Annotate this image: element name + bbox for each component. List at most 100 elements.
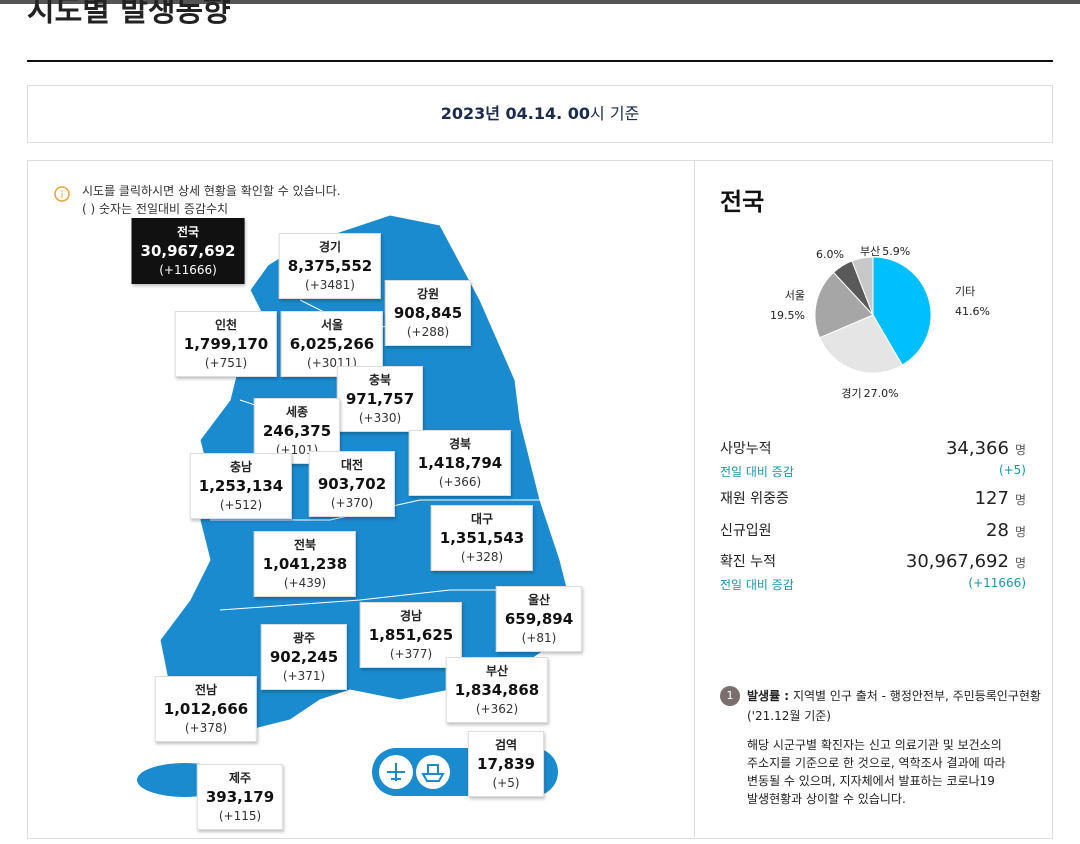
pie-label: 6.0%: [816, 248, 844, 261]
main-panel: [27, 160, 1053, 839]
stat-label: 확진 누적: [720, 554, 776, 570]
ship-icon: [416, 755, 450, 789]
region-name: 울산: [527, 593, 551, 607]
region-box[interactable]: 대전 903,702 (+370): [308, 451, 396, 517]
region-change: (+11666): [159, 263, 217, 277]
stat-row: 사망누적 34,366 명: [720, 438, 1026, 459]
region-name: 경남: [399, 609, 423, 623]
footnote: 발생률 : 지역별 인구 출처 - 행정안전부, 주민등록인구현황 ('21.1…: [747, 686, 1052, 808]
stat-value-wrap: 30,967,692 명: [906, 551, 1026, 572]
region-change: (+439): [283, 576, 327, 590]
region-total: 908,845: [393, 304, 463, 322]
region-name: 인천: [214, 318, 238, 332]
region-name: 충북: [368, 373, 392, 387]
stat-label: 신규입원: [720, 523, 772, 539]
region-total: 902,245: [269, 648, 339, 666]
stat-value-wrap: (+5): [999, 463, 1026, 477]
pie-value-label: 6.0%: [816, 248, 844, 261]
footnote-line: 변동될 수 있으며, 지자체에서 발표하는 코로나19: [747, 774, 995, 788]
stat-unit: 명: [1014, 556, 1026, 570]
region-total: 971,757: [345, 390, 415, 408]
region-change: (+377): [389, 647, 433, 661]
pie-slice: [872, 256, 932, 366]
region-box[interactable]: 강원 908,845 (+288): [384, 280, 472, 346]
region-box[interactable]: 경기 8,375,552 (+3481): [278, 233, 382, 299]
pie-value-label: 41.6%: [955, 305, 990, 318]
region-change: (+362): [475, 702, 519, 716]
date-main: 2023년 04.14. 00: [440, 104, 591, 123]
region-box[interactable]: 대구 1,351,543 (+328): [430, 505, 534, 571]
stat-value: (+11666): [968, 576, 1026, 590]
region-name: 전북: [293, 538, 317, 552]
region-box[interactable]: 제주 393,179 (+115): [196, 764, 284, 830]
info-icon: [54, 186, 70, 202]
stat-value: 127: [974, 488, 1009, 509]
region-name: 세종: [285, 405, 309, 419]
region-box[interactable]: 경북 1,418,794 (+366): [408, 430, 512, 496]
region-total: 1,834,868: [454, 681, 540, 699]
region-name: 서울: [320, 318, 344, 332]
stat-value-wrap: 127 명: [975, 488, 1026, 509]
region-box[interactable]: 경남 1,851,625 (+377): [359, 602, 463, 668]
top-bar: [0, 0, 1080, 4]
region-name: 부산: [485, 664, 509, 678]
stat-label: 재원 위중증: [720, 491, 789, 507]
pie-category: 서울: [785, 289, 805, 302]
region-box[interactable]: 전남 1,012,666 (+378): [154, 676, 258, 742]
region-name: 제주: [228, 771, 252, 785]
region-box[interactable]: 부산 1,834,868 (+362): [445, 657, 549, 723]
notes: 시도를 클릭하시면 상세 현황을 확인할 수 있습니다. ( ) 숫자는 전일대…: [82, 182, 341, 218]
region-name: 충남: [229, 460, 253, 474]
region-name: 전국: [176, 225, 200, 239]
region-box[interactable]: 검역 17,839 (+5): [468, 731, 544, 797]
region-change: (+512): [219, 498, 263, 512]
region-box[interactable]: 울산 659,894 (+81): [495, 586, 583, 652]
region-change: (+5): [492, 776, 520, 790]
region-total: 1,418,794: [417, 454, 503, 472]
region-change: (+370): [330, 496, 374, 510]
stat-value-wrap: 28 명: [986, 520, 1026, 541]
region-change: (+3481): [305, 278, 355, 292]
region-total: 1,041,238: [262, 555, 348, 573]
stat-row: 확진 누적 30,967,692 명: [720, 551, 1026, 572]
pie-category: 부산: [860, 245, 880, 258]
footnote-label: 발생률 :: [747, 689, 790, 703]
pie-label: 기타 41.6%: [955, 285, 990, 318]
region-name: 광주: [292, 631, 316, 645]
stat-label: 전일 대비 증감: [720, 465, 794, 479]
footnote-line: 발생현황과 상이할 수 있습니다.: [747, 792, 906, 806]
region-total: 30,967,692: [140, 242, 236, 260]
info-icon-glyph: i: [61, 190, 64, 201]
pie-chart: 기타 41.6% 경기 27.0% 서울 19.5% 6.0% 부산 5.9%: [770, 245, 990, 400]
footnote-line: 해당 시군구별 확진자는 신고 의료기관 및 보건소의: [747, 738, 1002, 752]
stat-value: 34,366: [945, 438, 1009, 459]
title-rule: [27, 60, 1053, 62]
pie-label: 경기 27.0%: [841, 387, 898, 400]
region-name: 대구: [470, 512, 494, 526]
stat-value: (+5): [998, 463, 1026, 477]
region-box[interactable]: 충남 1,253,134 (+512): [189, 453, 293, 519]
region-name: 전남: [194, 683, 218, 697]
stat-row: 신규입원 28 명: [720, 520, 1026, 541]
pie-value-label: 5.9%: [882, 245, 910, 258]
region-change: (+330): [358, 411, 402, 425]
region-total: 903,702: [317, 475, 387, 493]
summary-title: 전국: [720, 188, 765, 216]
region-change: (+328): [460, 550, 504, 564]
region-box[interactable]: 전국 30,967,692 (+11666): [131, 218, 245, 284]
region-total: 393,179: [205, 788, 275, 806]
region-change: (+366): [438, 475, 482, 489]
stat-unit: 명: [1014, 443, 1026, 457]
region-box[interactable]: 광주 902,245 (+371): [260, 624, 348, 690]
region-box[interactable]: 인천 1,799,170 (+751): [174, 311, 278, 377]
footnote-period: ('21.12월 기준): [747, 709, 831, 723]
stat-label: 전일 대비 증감: [720, 578, 794, 592]
region-change: (+115): [218, 809, 262, 823]
stat-value-wrap: 34,366 명: [946, 438, 1026, 459]
stat-unit: 명: [1014, 525, 1026, 539]
region-total: 1,012,666: [163, 700, 249, 718]
region-total: 1,799,170: [183, 335, 269, 353]
region-box[interactable]: 전북 1,041,238 (+439): [253, 531, 357, 597]
region-name: 경기: [318, 240, 342, 254]
region-box[interactable]: 충북 971,757 (+330): [336, 366, 424, 432]
